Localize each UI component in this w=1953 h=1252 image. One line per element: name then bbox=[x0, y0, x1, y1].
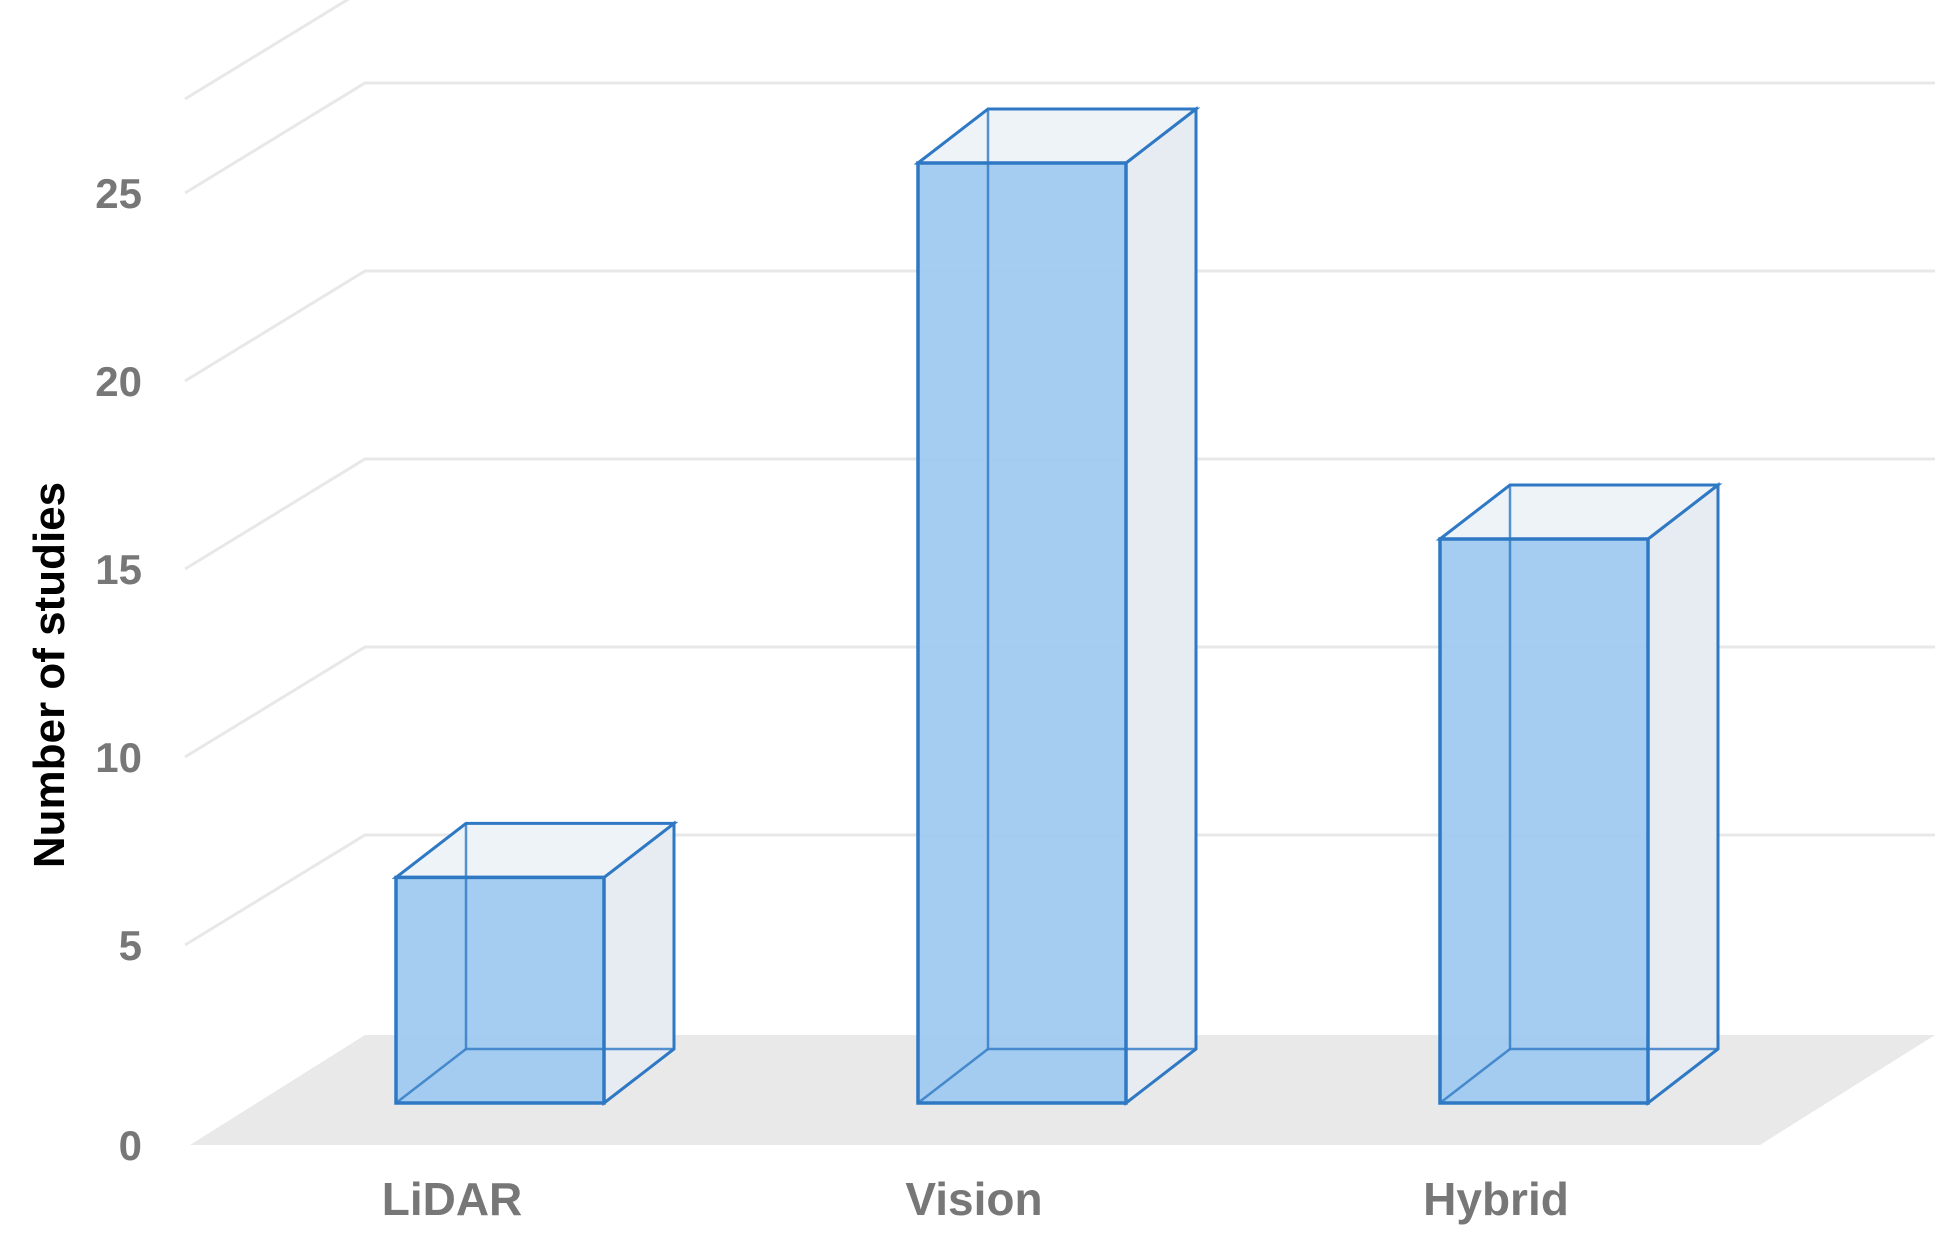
bar-front-face bbox=[1438, 537, 1650, 1105]
grid-line bbox=[184, 269, 1935, 383]
y-tick-label: 20 bbox=[95, 358, 142, 405]
x-category-label: Vision bbox=[905, 1173, 1042, 1225]
y-tick-label: 5 bbox=[119, 922, 142, 969]
bar-side-face bbox=[1124, 105, 1198, 1107]
bar-bottom-edge bbox=[917, 1048, 989, 1104]
grid-line bbox=[184, 0, 350, 101]
bar-hybrid bbox=[1435, 481, 1723, 1107]
bar-front-face bbox=[394, 875, 606, 1105]
bar-bottom-edge bbox=[1439, 1048, 1511, 1104]
x-axis-categories: LiDAR Vision Hybrid bbox=[382, 1173, 1569, 1225]
bar-lidar bbox=[391, 820, 679, 1107]
x-category-label: Hybrid bbox=[1423, 1173, 1569, 1225]
bars bbox=[391, 105, 1723, 1107]
y-axis-ticks: 0 5 10 15 20 25 bbox=[95, 170, 142, 1169]
bar-vision bbox=[913, 105, 1201, 1107]
bar-bottom-edge bbox=[395, 1048, 467, 1104]
y-tick-label: 15 bbox=[95, 546, 142, 593]
y-tick-label: 10 bbox=[95, 734, 142, 781]
x-category-label: LiDAR bbox=[382, 1173, 523, 1225]
bar-front-face bbox=[916, 161, 1128, 1105]
bar-side-face bbox=[1646, 481, 1720, 1107]
grid-line bbox=[184, 833, 1935, 947]
grid-line bbox=[184, 457, 1935, 571]
y-tick-label: 25 bbox=[95, 170, 142, 217]
grid-line bbox=[184, 645, 1935, 759]
y-tick-label: 0 bbox=[119, 1122, 142, 1169]
y-axis-title: Number of studies bbox=[25, 482, 74, 868]
grid-lines bbox=[184, 0, 1935, 947]
grid-line bbox=[184, 81, 1935, 195]
